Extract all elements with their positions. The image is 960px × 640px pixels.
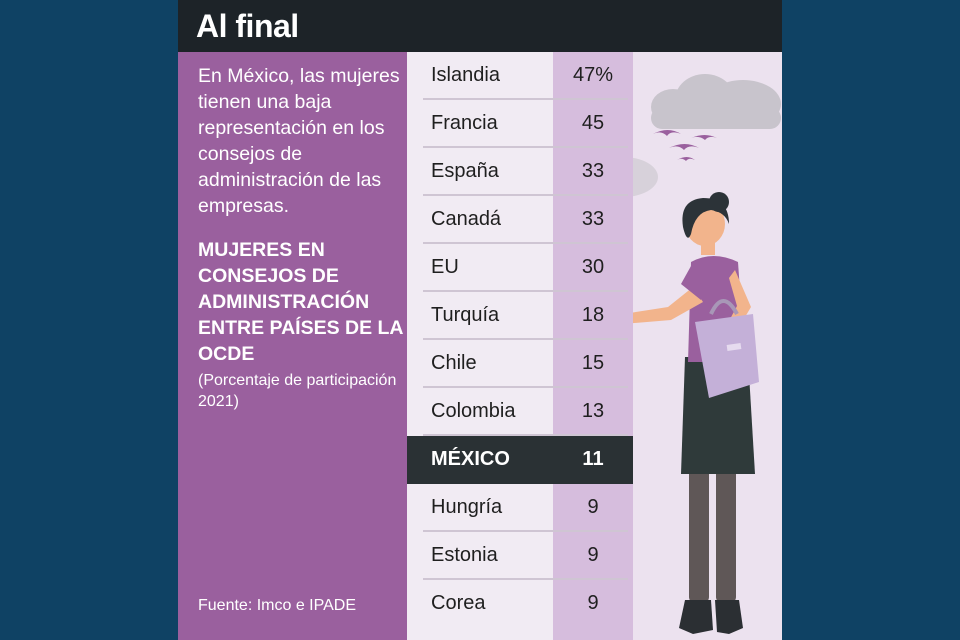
row-divider: [423, 242, 628, 244]
row-divider: [423, 530, 628, 532]
table-row: Estonia 9: [407, 532, 633, 580]
country-label: España: [431, 160, 499, 182]
table-row: Canadá 33: [407, 196, 633, 244]
country-value: 47%: [572, 64, 614, 86]
handbag-strap-illustration: [709, 299, 739, 315]
arm-illustration: [633, 287, 703, 324]
country-value: 33: [581, 160, 605, 182]
country-label: MÉXICO: [431, 448, 510, 470]
country-label: Estonia: [431, 544, 498, 566]
page-title: Al final: [196, 8, 299, 44]
handbag-clasp-illustration: [726, 343, 742, 351]
table-note: (Porcentaje de participación 2021): [198, 372, 397, 410]
country-value: 33: [581, 208, 605, 230]
row-divider: [423, 386, 628, 388]
table-row: Turquía 18: [407, 292, 633, 340]
table-row: Chile 15: [407, 340, 633, 388]
country-label: Canadá: [431, 208, 502, 230]
row-divider: [423, 338, 628, 340]
country-value: 15: [581, 352, 605, 374]
cloud-illustration-small: [633, 157, 658, 197]
intro-text: En México, las mujeres tienen una baja r…: [198, 65, 400, 217]
country-value: 9: [587, 544, 599, 566]
table-row: Corea 9: [407, 580, 633, 628]
source-text: Fuente: Imco e IPADE: [198, 597, 356, 614]
table-row: Colombia 13: [407, 388, 633, 436]
table-row: Hungría 9: [407, 484, 633, 532]
country-value: 30: [581, 256, 605, 278]
country-label: Islandia: [431, 64, 500, 86]
cloud-illustration: [651, 74, 781, 129]
legs-illustration: [689, 467, 736, 603]
country-label: EU: [431, 256, 459, 278]
infographic-card: Al final En México, las mujeres tienen u…: [178, 0, 782, 640]
row-divider: [423, 290, 628, 292]
table-row: EU 30: [407, 244, 633, 292]
row-divider: [423, 98, 628, 100]
table-row: Francia 45: [407, 100, 633, 148]
row-divider: [423, 194, 628, 196]
country-value: 45: [581, 112, 605, 134]
country-value: 9: [587, 496, 599, 518]
sleeve-illustration: [681, 266, 707, 300]
row-divider: [423, 146, 628, 148]
table-row: España 33: [407, 148, 633, 196]
value-column-background: [553, 52, 633, 640]
country-label: Francia: [431, 112, 498, 134]
country-label: Colombia: [431, 400, 516, 422]
country-label: Chile: [431, 352, 477, 374]
country-label: Corea: [431, 592, 486, 614]
country-table: Islandia 47% Francia 45 España 33 Canadá…: [407, 52, 633, 640]
country-label: Turquía: [431, 304, 500, 326]
country-value: 13: [581, 400, 605, 422]
birds-illustration: [653, 130, 717, 161]
country-value: 18: [581, 304, 605, 326]
row-divider: [423, 434, 628, 436]
table-heading: MUJERES EN CONSEJOS DE ADMINISTRACIÓN EN…: [198, 239, 403, 365]
country-label: Hungría: [431, 496, 503, 518]
description-panel: En México, las mujeres tienen una baja r…: [178, 52, 407, 640]
country-value: 11: [582, 448, 604, 470]
row-divider: [423, 578, 628, 580]
hair-bun-illustration: [709, 192, 729, 212]
table-row-mexico-highlight: MÉXICO 11: [407, 436, 633, 484]
shoes-illustration: [679, 600, 743, 634]
table-row: Islandia 47%: [407, 52, 633, 100]
woman-with-handbag-illustration: [633, 74, 781, 634]
title-bar: Al final: [178, 0, 782, 52]
country-value: 9: [587, 592, 599, 614]
handbag-illustration: [695, 314, 759, 398]
